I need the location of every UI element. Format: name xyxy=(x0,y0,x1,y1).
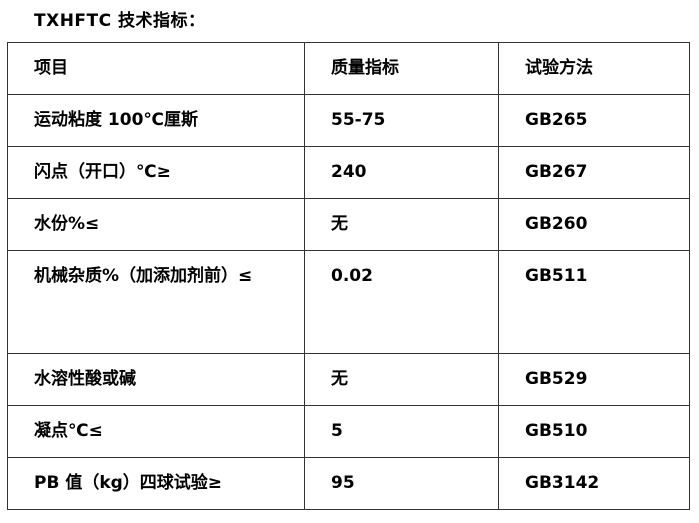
spec-table: 项目 质量指标 试验方法 运动粘度 100℃厘斯 55-75 GB265 闪点（… xyxy=(7,42,690,510)
cell-item: 机械杂质%（加添加剂前）≤ xyxy=(7,250,305,354)
table-row: 水份%≤ 无 GB260 xyxy=(7,198,690,251)
cell-item: 水份%≤ xyxy=(7,198,305,251)
cell-value: 0.02 xyxy=(304,250,499,354)
cell-item-text: 机械杂质%（加添加剂前）≤ xyxy=(34,266,253,286)
header-item: 项目 xyxy=(7,42,305,95)
cell-value: 无 xyxy=(304,198,499,251)
cell-item: 水溶性酸或碱 xyxy=(7,353,305,406)
cell-item: 闪点（开口）℃≥ xyxy=(7,146,305,199)
table-row: 闪点（开口）℃≥ 240 GB267 xyxy=(7,146,690,199)
cell-method: GB529 xyxy=(498,353,690,406)
document-title: TXHFTC 技术指标： xyxy=(34,11,206,31)
cell-method: GB3142 xyxy=(498,457,690,510)
table-row: 运动粘度 100℃厘斯 55-75 GB265 xyxy=(7,94,690,147)
cell-method: GB510 xyxy=(498,405,690,458)
cell-value: 240 xyxy=(304,146,499,199)
cell-item: 凝点℃≤ xyxy=(7,405,305,458)
table-header-row: 项目 质量指标 试验方法 xyxy=(7,42,690,95)
cell-value: 5 xyxy=(304,405,499,458)
header-quality-index: 质量指标 xyxy=(304,42,499,95)
cell-value: 55-75 xyxy=(304,94,499,147)
cell-item: 运动粘度 100℃厘斯 xyxy=(7,94,305,147)
cell-value: 无 xyxy=(304,353,499,406)
cell-method: GB265 xyxy=(498,94,690,147)
table-row: PB 值（kg）四球试验≥ 95 GB3142 xyxy=(7,457,690,510)
cell-method: GB267 xyxy=(498,146,690,199)
table-row: 机械杂质%（加添加剂前）≤ 0.02 GB511 xyxy=(7,250,690,354)
header-test-method: 试验方法 xyxy=(498,42,690,95)
cell-method: GB260 xyxy=(498,198,690,251)
table-row: 水溶性酸或碱 无 GB529 xyxy=(7,353,690,406)
table-row: 凝点℃≤ 5 GB510 xyxy=(7,405,690,458)
cell-item: PB 值（kg）四球试验≥ xyxy=(7,457,305,510)
cell-method: GB511 xyxy=(498,250,690,354)
cell-value: 95 xyxy=(304,457,499,510)
